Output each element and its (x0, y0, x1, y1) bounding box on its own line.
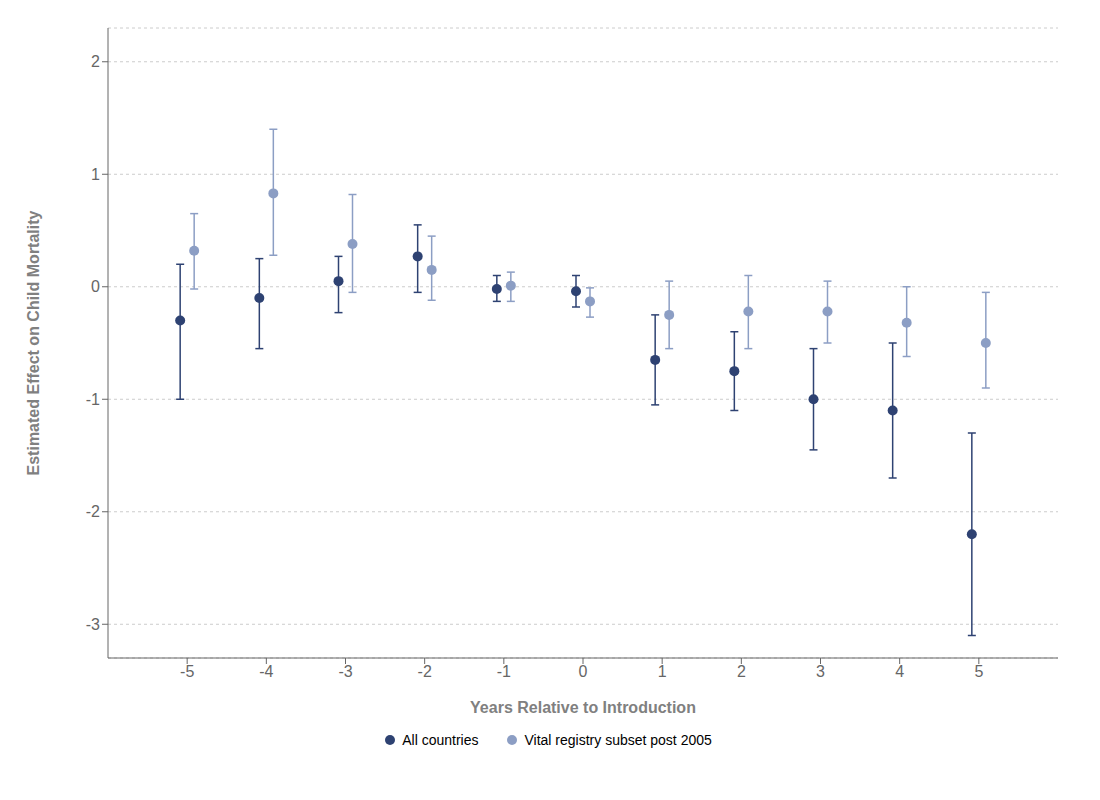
svg-text:1: 1 (91, 166, 100, 183)
html-text:Vital registry subset post 200: Vital registry subset post 2005 (524, 732, 712, 748)
svg-text:0: 0 (91, 278, 100, 295)
svg-text:2: 2 (91, 53, 100, 70)
svg-text:-4: -4 (259, 663, 273, 680)
svg-text:-3: -3 (338, 663, 352, 680)
svg-text:-2: -2 (86, 503, 100, 520)
svg-text:0: 0 (579, 663, 588, 680)
svg-text:Years Relative to Introduction: Years Relative to Introduction (470, 699, 696, 716)
svg-text:-1: -1 (86, 391, 100, 408)
svg-text:1: 1 (658, 663, 667, 680)
svg-text:-3: -3 (86, 616, 100, 633)
svg-text:4: 4 (895, 663, 904, 680)
svg-text:3: 3 (816, 663, 825, 680)
svg-text:5: 5 (974, 663, 983, 680)
svg-text:-2: -2 (418, 663, 432, 680)
svg-text:-1: -1 (497, 663, 511, 680)
html-text:All countries: All countries (402, 732, 479, 748)
svg-text:2: 2 (737, 663, 746, 680)
svg-text:Estimated Effect on Child Mort: Estimated Effect on Child Mortality (25, 210, 42, 475)
svg-text:-5: -5 (180, 663, 194, 680)
